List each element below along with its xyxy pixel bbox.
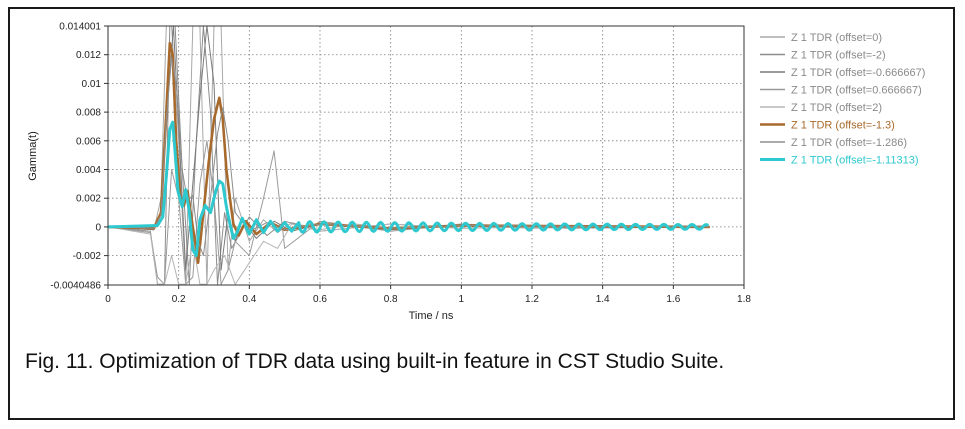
- y-axis-ticks: 0.014001 0.012 0.01 0.008 0.006 0.004 0.002 0 -0…: [50, 22, 108, 292]
- x-tick-label: 1.8: [737, 294, 751, 305]
- legend-label: Z 1 TDR (offset=0.666667): [791, 85, 922, 97]
- x-tick-label: 0.6: [313, 294, 327, 305]
- x-tick-label: 1: [459, 294, 465, 305]
- series-line-z-1-tdr-offset-1-286-: [108, 57, 710, 257]
- x-tick-label: 0: [105, 294, 111, 305]
- x-axis-label: Time / ns: [409, 310, 454, 322]
- plot-background: [108, 26, 744, 285]
- figure-caption: Fig. 11. Optimization of TDR data using …: [25, 350, 725, 373]
- series-layer: [108, 26, 710, 285]
- legend-label: Z 1 TDR (offset=-1.3): [791, 120, 895, 132]
- series-group: [108, 26, 710, 285]
- legend-label: Z 1 TDR (offset=-0.666667): [791, 67, 925, 79]
- plot-border: [107, 25, 745, 286]
- y-tick-label: 0: [95, 222, 101, 233]
- x-tick-label: 1.2: [525, 294, 539, 305]
- y-tick-label: 0.004: [76, 165, 101, 176]
- y-tick-label: 0.01: [82, 79, 102, 90]
- x-tick-label: 0.4: [242, 294, 256, 305]
- axes: [107, 25, 745, 286]
- y-tick-label: 0.002: [76, 194, 101, 205]
- y-tick-label: -0.0040486: [50, 281, 101, 292]
- y-tick-label: 0.012: [76, 50, 101, 61]
- series-line-z-1-tdr-offset-1-11313-: [108, 120, 709, 258]
- gridlines: [108, 26, 744, 285]
- x-tick-label: 0.2: [172, 294, 186, 305]
- y-tick-label: 0.006: [76, 136, 101, 147]
- x-axis-ticks: 0 0.2 0.4 0.6 0.8 1 1.2 1.4 1.6 1.8: [105, 285, 751, 305]
- legend: Z 1 TDR (offset=0) Z 1 TDR (offset=-2) Z 1…: [760, 32, 925, 167]
- y-axis-label: Gamma(t): [27, 131, 39, 181]
- tdr-chart: 0 0.2 0.4 0.6 0.8 1 1.2 1.4 1.6 1.8 0.014001 0.012…: [27, 22, 925, 323]
- legend-label: Z 1 TDR (offset=0): [791, 32, 882, 44]
- legend-label: Z 1 TDR (offset=2): [791, 102, 882, 114]
- legend-label: Z 1 TDR (offset=-1.286): [791, 137, 907, 149]
- x-tick-label: 1.4: [596, 294, 610, 305]
- legend-label: Z 1 TDR (offset=-1.11313): [791, 155, 918, 167]
- x-tick-label: 0.8: [384, 294, 398, 305]
- x-tick-label: 1.6: [666, 294, 680, 305]
- legend-label: Z 1 TDR (offset=-2): [791, 50, 886, 62]
- y-tick-label: -0.002: [73, 251, 102, 262]
- y-tick-label: 0.014001: [59, 22, 101, 33]
- plot-area: [108, 26, 744, 285]
- y-tick-label: 0.008: [76, 108, 101, 119]
